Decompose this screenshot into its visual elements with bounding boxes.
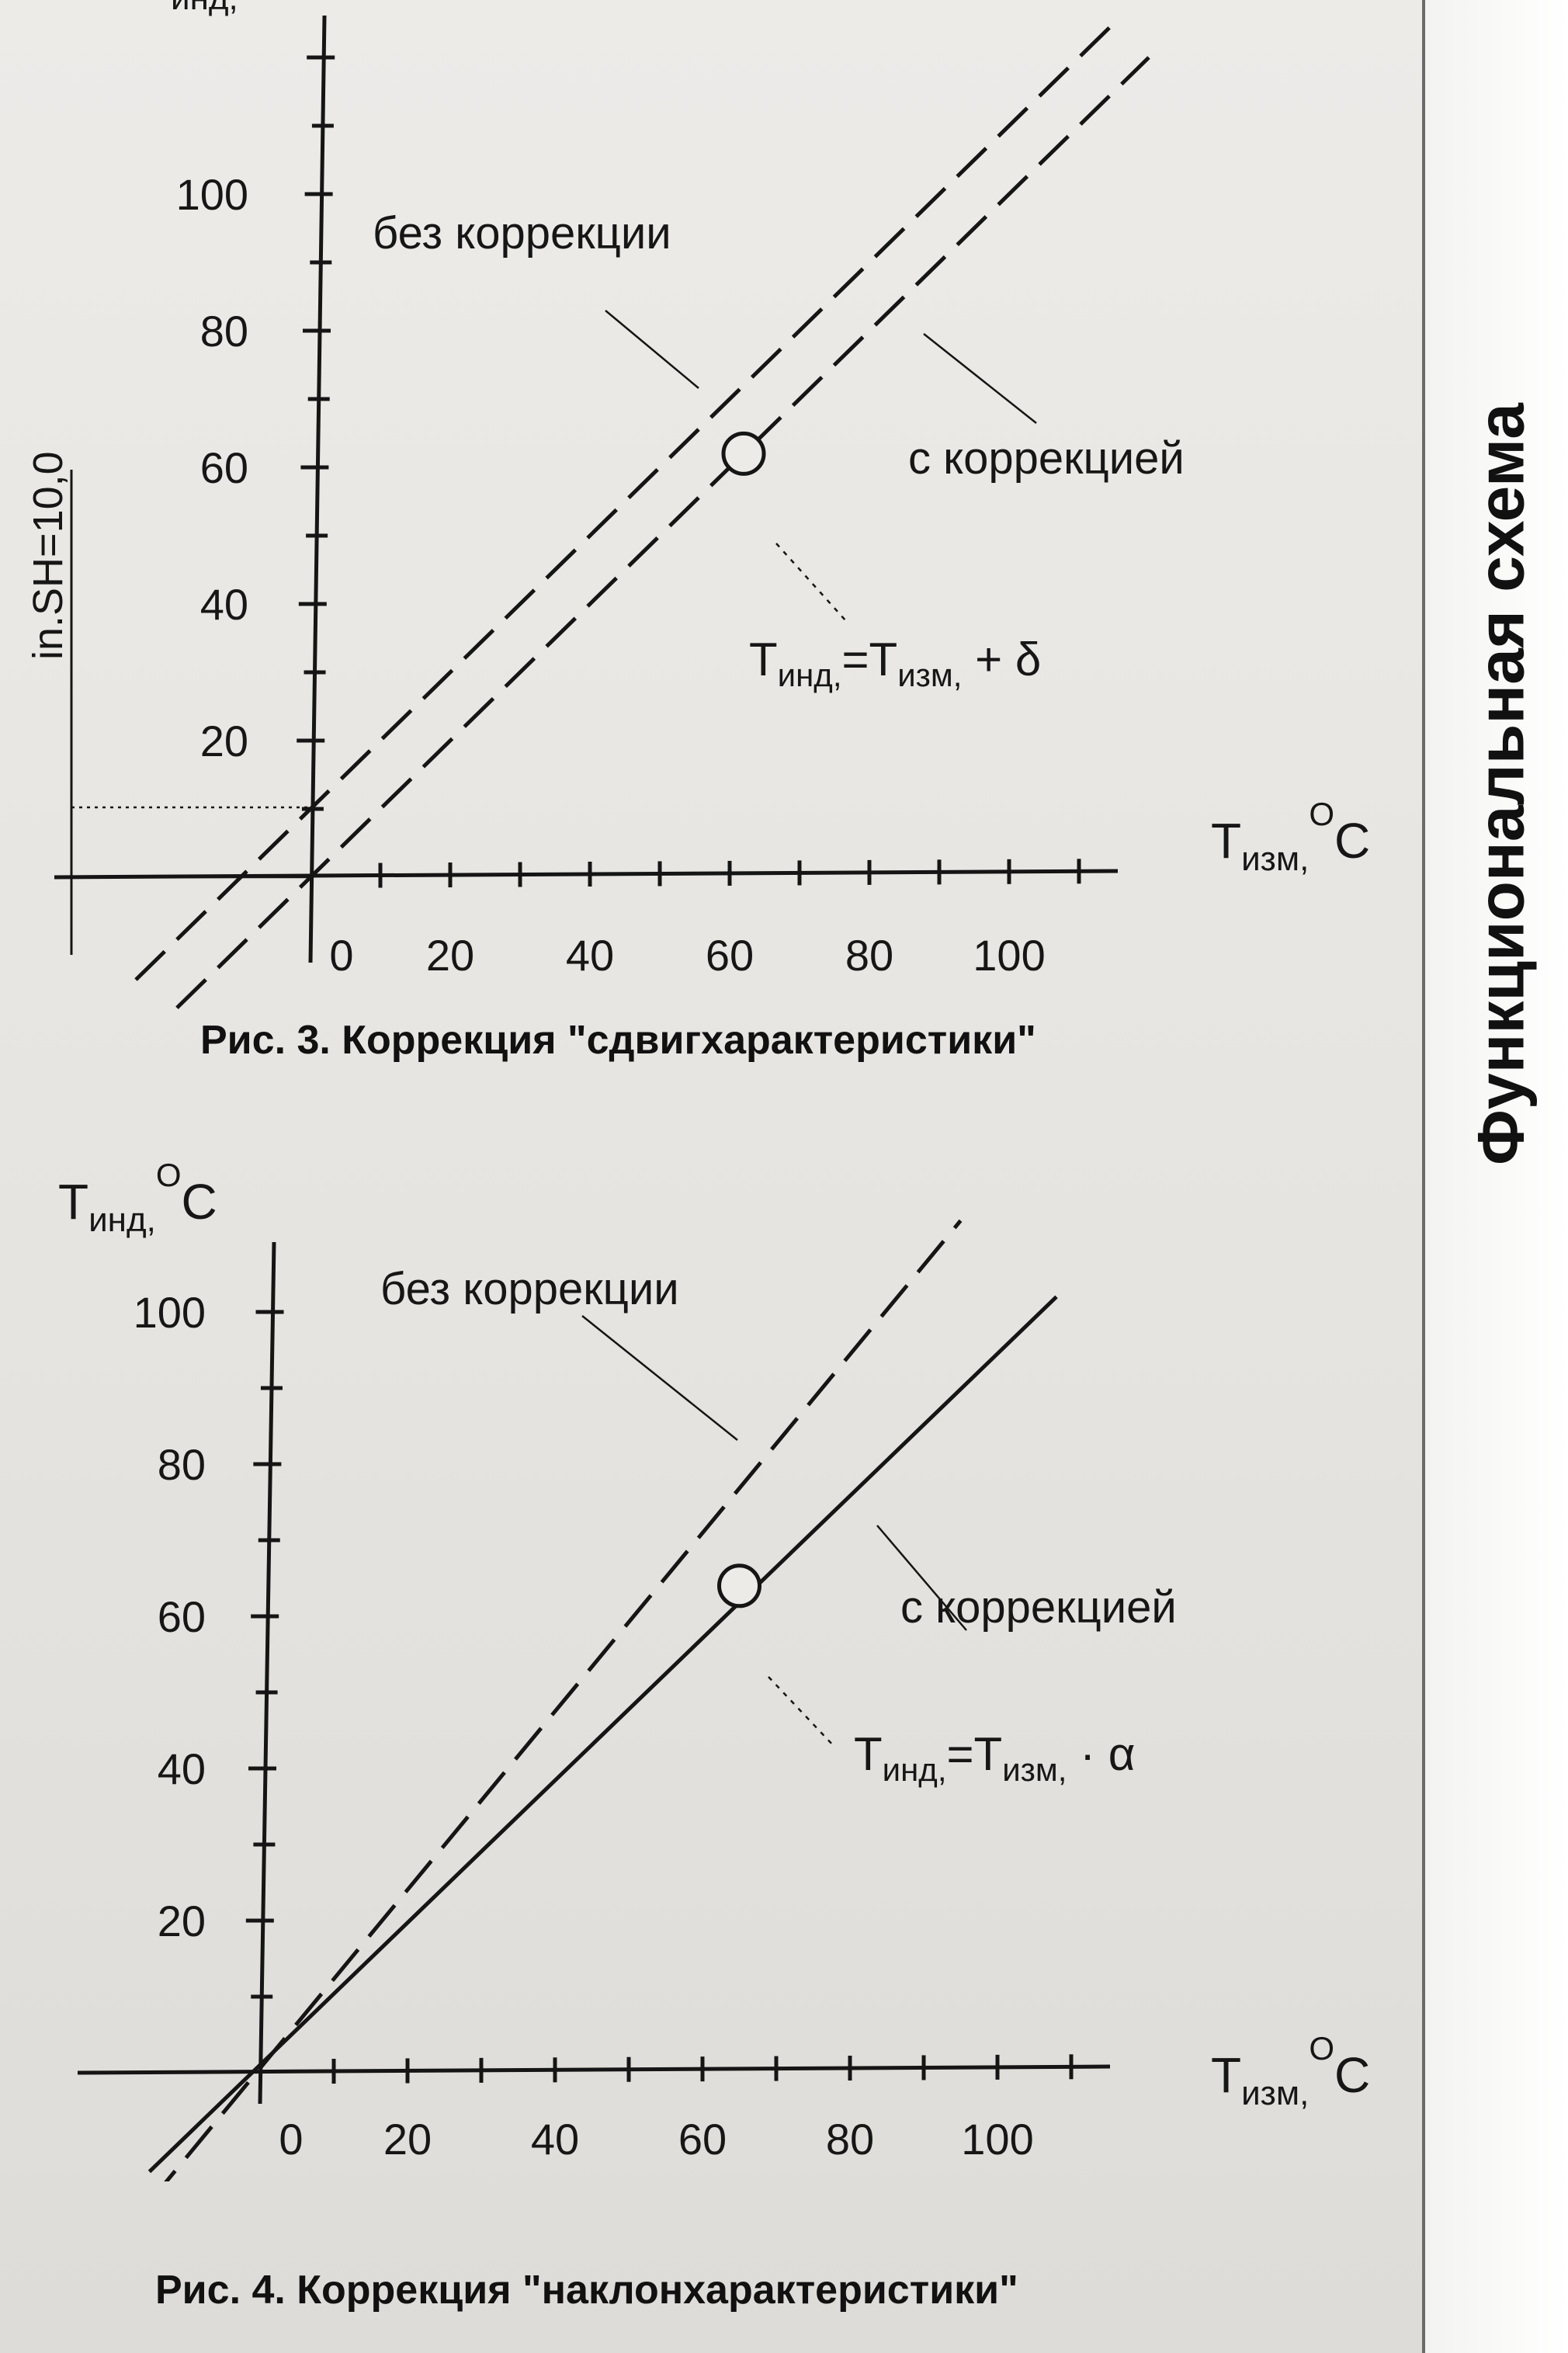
x-tick-label: 40 bbox=[531, 2115, 579, 2164]
series-leader-line bbox=[876, 1525, 967, 1631]
x-axis-line bbox=[77, 2064, 1111, 2075]
series-line-with-correction bbox=[147, 1295, 1058, 2174]
figure-3: 0 20 40 60 80 100 20 40 60 80 100 без коррекции с ко… bbox=[0, 0, 1428, 1017]
side-margin bbox=[1425, 0, 1568, 2353]
caption-figure-3: Рис. 3. Коррекция "сдвигхарактеристики" bbox=[200, 1018, 1036, 1063]
y-axis-label: инд, bbox=[171, 0, 238, 17]
x-tick-label: 60 bbox=[706, 931, 754, 980]
series-leader-line bbox=[605, 310, 699, 389]
y-tick-label: 20 bbox=[158, 1897, 206, 1945]
page-gutter bbox=[1422, 0, 1425, 2353]
x-tick-label: 80 bbox=[826, 2115, 874, 2164]
figure-4: 0 20 40 60 80 100 20 40 60 80 100 без коррекции с ко… bbox=[0, 1149, 1428, 2181]
x-tick-label: 0 bbox=[279, 2115, 303, 2164]
caption-figure-4: Рис. 4. Коррекция "наклонхарактеристики" bbox=[155, 2268, 1018, 2313]
x-tick-label: 60 bbox=[678, 2115, 727, 2164]
y-axis-line bbox=[258, 1241, 276, 2105]
series-leader-line bbox=[923, 333, 1037, 424]
intersection-marker bbox=[717, 1563, 761, 1609]
y-tick-label: 40 bbox=[158, 1744, 206, 1793]
x-tick-label: 100 bbox=[973, 931, 1045, 980]
series-label: с коррекцией bbox=[900, 1582, 1177, 1633]
y-tick-label: 100 bbox=[134, 1288, 206, 1337]
y-axis-line bbox=[308, 15, 327, 963]
y-tick-label: 100 bbox=[176, 170, 248, 219]
x-axis-label: Tизм,OC bbox=[1211, 796, 1370, 878]
x-tick-label: 40 bbox=[566, 931, 614, 980]
offset-label: in.SH=10,0 bbox=[25, 451, 71, 660]
formula-label: Tинд,=Tизм, + δ bbox=[749, 633, 1041, 693]
series-label: без коррекции bbox=[373, 208, 671, 259]
x-axis-label: Tизм,OC bbox=[1211, 2030, 1370, 2112]
x-tick-label: 100 bbox=[961, 2115, 1033, 2164]
formula-leader-line bbox=[768, 1676, 835, 1747]
chart-slope-correction: 0 20 40 60 80 100 20 40 60 80 100 без коррекции с ко… bbox=[58, 1157, 1370, 2181]
y-tick-label: 40 bbox=[200, 580, 248, 629]
y-tick-label: 20 bbox=[200, 717, 248, 765]
chart-shift-correction: 0 20 40 60 80 100 20 40 60 80 100 без коррекции с ко… bbox=[25, 0, 1370, 1017]
series-leader-line bbox=[581, 1315, 738, 1441]
formula-label: Tинд,=Tизм, · α bbox=[854, 1728, 1135, 1788]
x-tick-label: 20 bbox=[383, 2115, 432, 2164]
series-line-without-correction bbox=[134, 22, 1115, 981]
series-label: с коррекцией bbox=[908, 433, 1185, 484]
x-tick-label: 80 bbox=[845, 931, 893, 980]
formula-leader-line bbox=[775, 543, 847, 622]
page-background bbox=[0, 0, 1428, 2353]
series-line-without-correction bbox=[164, 1219, 963, 2181]
series-line-with-correction bbox=[165, 56, 1150, 1017]
y-tick-label: 80 bbox=[158, 1440, 206, 1489]
intersection-marker bbox=[721, 431, 766, 476]
x-tick-label: 0 bbox=[329, 931, 353, 980]
series-label: без коррекции bbox=[380, 1264, 679, 1314]
x-tick-label: 20 bbox=[426, 931, 474, 980]
y-tick-label: 60 bbox=[200, 443, 248, 492]
y-tick-label: 60 bbox=[158, 1592, 206, 1641]
y-tick-label: 80 bbox=[200, 307, 248, 356]
y-axis-label: Tинд,OC bbox=[58, 1157, 217, 1239]
